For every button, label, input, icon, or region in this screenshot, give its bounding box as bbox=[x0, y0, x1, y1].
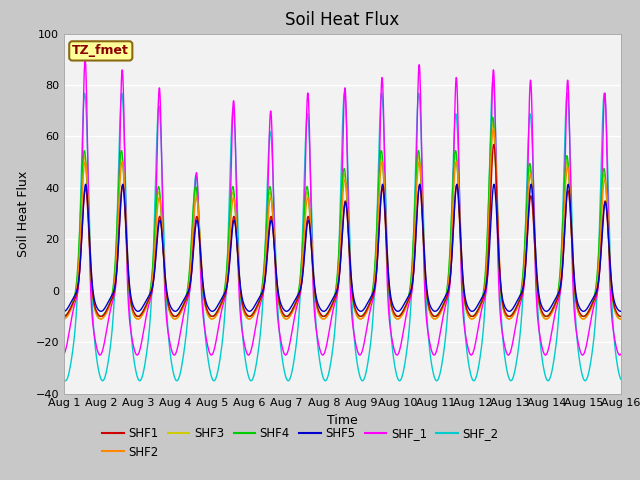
SHF_1 bbox=[616, 352, 623, 358]
SHF5 bbox=[157, 220, 164, 226]
SHF_1 bbox=[124, 286, 132, 291]
Line: SHF2: SHF2 bbox=[64, 128, 621, 319]
SHF_1 bbox=[157, 113, 164, 119]
SHF1 bbox=[298, 280, 305, 286]
SHF1 bbox=[546, 311, 554, 317]
SHF_2 bbox=[61, 378, 69, 384]
SHF2 bbox=[547, 313, 554, 319]
SHF3 bbox=[606, 267, 614, 273]
SHF2 bbox=[97, 316, 104, 322]
SHF4 bbox=[298, 253, 306, 259]
SHF1 bbox=[157, 216, 164, 222]
SHF2 bbox=[157, 203, 164, 208]
SHF2 bbox=[606, 260, 614, 266]
SHF1 bbox=[274, 288, 282, 293]
Line: SHF1: SHF1 bbox=[64, 144, 621, 316]
SHF4 bbox=[97, 313, 104, 319]
SHF5 bbox=[606, 262, 614, 268]
SHF2 bbox=[617, 316, 625, 322]
SHF1 bbox=[60, 313, 68, 319]
SHF_1 bbox=[60, 351, 68, 357]
SHF1 bbox=[124, 259, 131, 265]
SHF5 bbox=[298, 279, 306, 285]
X-axis label: Time: Time bbox=[327, 414, 358, 427]
SHF2 bbox=[298, 266, 306, 272]
SHF1 bbox=[606, 264, 614, 270]
SHF_1 bbox=[617, 351, 625, 357]
Legend: SHF1, SHF2, SHF3, SHF4, SHF5, SHF_1, SHF_2: SHF1, SHF2, SHF3, SHF4, SHF5, SHF_1, SHF… bbox=[98, 422, 503, 463]
SHF2 bbox=[490, 125, 497, 131]
SHF5 bbox=[124, 256, 132, 262]
SHF5 bbox=[60, 309, 68, 314]
SHF3 bbox=[274, 291, 282, 297]
Y-axis label: Soil Heat Flux: Soil Heat Flux bbox=[17, 170, 30, 257]
SHF1 bbox=[490, 142, 498, 147]
SHF_2 bbox=[547, 374, 554, 380]
SHF3 bbox=[124, 263, 132, 269]
SHF3 bbox=[97, 316, 104, 322]
SHF3 bbox=[157, 204, 164, 210]
SHF5 bbox=[453, 181, 461, 187]
SHF_1 bbox=[81, 57, 89, 62]
SHF2 bbox=[274, 287, 282, 293]
SHF_2 bbox=[617, 376, 625, 382]
SHF_2 bbox=[489, 78, 497, 84]
SHF3 bbox=[617, 316, 625, 322]
SHF_2 bbox=[274, 303, 282, 309]
SHF4 bbox=[606, 268, 614, 274]
Line: SHF_2: SHF_2 bbox=[64, 81, 621, 381]
Line: SHF4: SHF4 bbox=[64, 117, 621, 316]
SHF5 bbox=[97, 309, 105, 314]
SHF3 bbox=[547, 312, 554, 318]
Line: SHF_1: SHF_1 bbox=[64, 60, 621, 355]
SHF_2 bbox=[298, 252, 306, 258]
SHF3 bbox=[489, 120, 497, 125]
SHF_1 bbox=[606, 283, 614, 288]
SHF5 bbox=[547, 305, 554, 311]
SHF5 bbox=[274, 285, 282, 290]
SHF4 bbox=[617, 313, 625, 319]
SHF2 bbox=[60, 316, 68, 322]
Title: Soil Heat Flux: Soil Heat Flux bbox=[285, 11, 399, 29]
SHF4 bbox=[157, 202, 164, 207]
SHF_2 bbox=[606, 256, 614, 262]
SHF_1 bbox=[274, 314, 282, 320]
SHF_2 bbox=[157, 127, 164, 133]
SHF_2 bbox=[60, 376, 68, 382]
Line: SHF3: SHF3 bbox=[64, 122, 621, 319]
SHF2 bbox=[124, 254, 132, 260]
Line: SHF5: SHF5 bbox=[64, 184, 621, 312]
SHF4 bbox=[274, 290, 282, 296]
SHF4 bbox=[547, 310, 554, 316]
Text: TZ_fmet: TZ_fmet bbox=[72, 44, 129, 58]
SHF4 bbox=[489, 114, 497, 120]
SHF_1 bbox=[546, 338, 554, 344]
SHF4 bbox=[60, 313, 68, 319]
SHF_2 bbox=[124, 257, 132, 263]
SHF3 bbox=[60, 316, 68, 322]
SHF4 bbox=[124, 264, 132, 270]
SHF_1 bbox=[298, 277, 306, 283]
SHF1 bbox=[617, 313, 625, 319]
SHF3 bbox=[298, 258, 306, 264]
SHF5 bbox=[617, 309, 625, 314]
